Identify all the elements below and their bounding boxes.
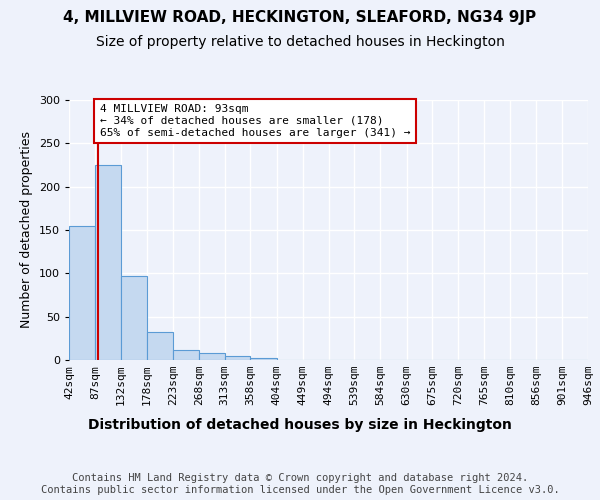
- Y-axis label: Number of detached properties: Number of detached properties: [20, 132, 33, 328]
- Text: 4, MILLVIEW ROAD, HECKINGTON, SLEAFORD, NG34 9JP: 4, MILLVIEW ROAD, HECKINGTON, SLEAFORD, …: [64, 10, 536, 25]
- Text: Size of property relative to detached houses in Heckington: Size of property relative to detached ho…: [95, 35, 505, 49]
- Bar: [121, 276, 147, 360]
- Bar: [69, 226, 95, 360]
- Text: Distribution of detached houses by size in Heckington: Distribution of detached houses by size …: [88, 418, 512, 432]
- Bar: [199, 353, 224, 360]
- Bar: [147, 332, 173, 360]
- Bar: [250, 358, 277, 360]
- Text: 4 MILLVIEW ROAD: 93sqm
← 34% of detached houses are smaller (178)
65% of semi-de: 4 MILLVIEW ROAD: 93sqm ← 34% of detached…: [100, 104, 410, 138]
- Bar: [173, 350, 199, 360]
- Bar: [224, 356, 250, 360]
- Bar: [95, 165, 121, 360]
- Text: Contains HM Land Registry data © Crown copyright and database right 2024.
Contai: Contains HM Land Registry data © Crown c…: [41, 474, 559, 495]
